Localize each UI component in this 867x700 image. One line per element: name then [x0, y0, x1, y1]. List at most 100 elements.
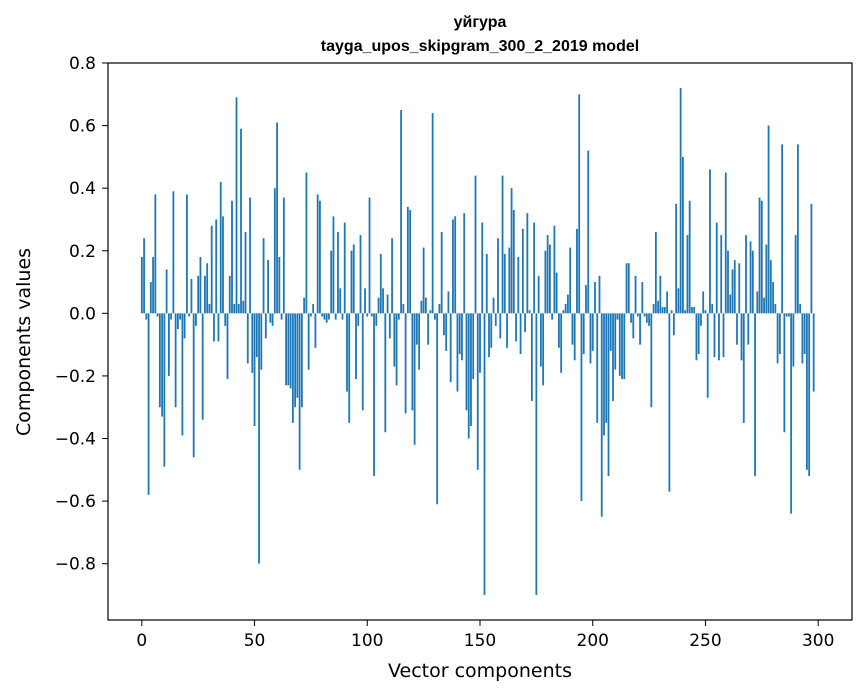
bar-24 — [195, 313, 197, 326]
bar-75 — [310, 313, 312, 317]
bar-8 — [158, 313, 161, 408]
x-tick-label: 300 — [802, 631, 834, 651]
bar-251 — [706, 313, 709, 398]
bar-63 — [282, 197, 285, 314]
bar-71 — [300, 313, 303, 408]
bar-39 — [228, 275, 231, 314]
bar-61 — [278, 257, 281, 314]
bar-77 — [314, 313, 317, 348]
bar-187 — [562, 310, 565, 314]
bar-171 — [526, 213, 529, 314]
bar-266 — [740, 313, 743, 361]
bar-11 — [165, 269, 168, 314]
bar-203 — [598, 275, 601, 314]
bar-74 — [307, 313, 310, 370]
bar-83 — [328, 313, 330, 320]
bar-15 — [174, 313, 177, 408]
bar-28 — [204, 275, 206, 314]
bar-107 — [382, 288, 384, 314]
bar-248 — [700, 313, 702, 326]
bar-56 — [267, 260, 269, 314]
bar-16 — [176, 313, 179, 329]
bar-17 — [179, 313, 182, 320]
y-tick-label: 0.0 — [69, 304, 96, 324]
bar-284 — [781, 144, 784, 314]
bar-42 — [235, 97, 238, 314]
bar-228 — [654, 231, 657, 314]
bar-120 — [411, 313, 414, 411]
bar-294 — [803, 313, 806, 355]
bar-85 — [332, 216, 335, 314]
bar-162 — [506, 313, 508, 348]
bar-116 — [402, 303, 405, 314]
bar-129 — [431, 113, 434, 314]
bar-67 — [291, 313, 294, 423]
bar-225 — [648, 313, 650, 326]
bar-261 — [729, 294, 732, 314]
bar-181 — [548, 244, 551, 314]
bar-110 — [388, 313, 391, 339]
bar-13 — [170, 313, 173, 320]
bar-286 — [785, 313, 788, 317]
bar-122 — [415, 313, 418, 345]
bar-207 — [607, 313, 610, 477]
bar-216 — [627, 263, 630, 314]
bar-88 — [339, 288, 342, 314]
chart-title: уйгура — [454, 14, 507, 31]
bar-156 — [492, 297, 495, 314]
bar-283 — [778, 313, 781, 355]
bar-275 — [760, 200, 763, 314]
bar-92 — [348, 313, 351, 423]
bar-139 — [454, 216, 457, 314]
bar-198 — [587, 150, 590, 314]
bar-66 — [289, 313, 292, 389]
bar-12 — [167, 313, 170, 376]
bar-142 — [461, 313, 463, 361]
bar-7 — [156, 313, 159, 317]
bar-218 — [632, 313, 635, 339]
bar-229 — [657, 300, 660, 314]
bar-10 — [163, 313, 166, 467]
bar-148 — [474, 175, 477, 314]
bar-269 — [747, 313, 750, 345]
bar-249 — [702, 291, 705, 314]
bar-69 — [296, 313, 299, 398]
bar-281 — [774, 303, 777, 314]
bar-123 — [418, 313, 421, 370]
bar-140 — [456, 313, 459, 392]
bar-264 — [736, 313, 738, 345]
bar-127 — [427, 313, 430, 345]
bar-263 — [733, 260, 736, 314]
bar-293 — [801, 313, 804, 364]
bar-47 — [246, 313, 249, 364]
bar-159 — [499, 313, 502, 339]
bar-190 — [569, 247, 572, 314]
bar-179 — [544, 250, 547, 314]
bar-166 — [515, 313, 517, 342]
bar-279 — [769, 260, 772, 314]
bar-175 — [535, 313, 538, 595]
bar-53 — [260, 313, 263, 370]
bar-232 — [663, 307, 666, 314]
bar-231 — [661, 307, 664, 314]
bar-219 — [634, 275, 637, 314]
bar-245 — [693, 307, 696, 314]
bar-178 — [542, 313, 545, 386]
bar-124 — [420, 300, 423, 314]
bar-44 — [240, 128, 242, 314]
bar-112 — [393, 313, 396, 367]
bar-272 — [754, 313, 756, 477]
bar-214 — [623, 313, 626, 380]
bar-223 — [643, 313, 646, 317]
bar-212 — [618, 313, 621, 376]
bar-227 — [652, 303, 655, 314]
bar-1 — [143, 238, 145, 314]
bar-241 — [684, 310, 687, 314]
bar-247 — [697, 313, 700, 355]
bar-25 — [197, 275, 200, 314]
bar-46 — [244, 231, 247, 314]
bar-226 — [650, 313, 653, 408]
bar-239 — [679, 88, 682, 314]
bar-296 — [808, 313, 811, 477]
